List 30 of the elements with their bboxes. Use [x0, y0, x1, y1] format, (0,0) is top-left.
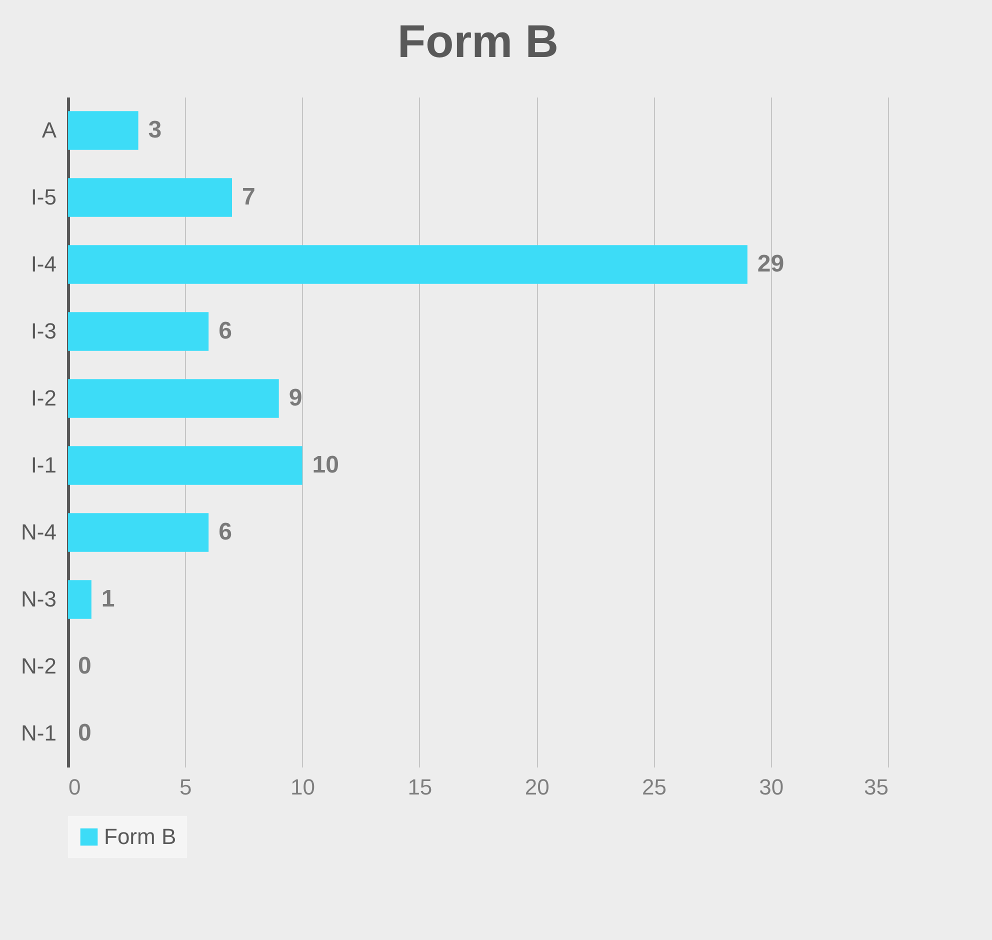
- y-tick-label: I-1: [30, 452, 56, 478]
- x-tick-label: 35: [864, 774, 888, 800]
- y-tick-label: I-2: [30, 386, 56, 410]
- chart-title: Form B: [398, 15, 558, 67]
- y-tick-label: N-3: [21, 586, 56, 612]
- data-label: 6: [218, 518, 232, 546]
- data-label: 0: [78, 652, 92, 680]
- data-label: 1: [101, 586, 115, 612]
- data-label: 10: [312, 452, 339, 478]
- data-label: 3: [148, 116, 162, 144]
- y-tick-label: N-2: [21, 654, 56, 678]
- x-tick-label: 25: [642, 774, 666, 800]
- y-tick-label: I-3: [30, 318, 56, 344]
- x-tick-label: 10: [290, 774, 316, 800]
- x-tick-label: 20: [524, 774, 550, 800]
- data-label: 9: [288, 384, 302, 412]
- x-tick-label: 5: [180, 774, 192, 800]
- y-tick-label: N-1: [21, 720, 56, 746]
- y-tick-label: A: [42, 118, 57, 142]
- x-tick-label: 15: [408, 774, 432, 800]
- y-tick-label: I-4: [30, 252, 56, 276]
- data-label: 29: [757, 250, 784, 278]
- y-tick-label: I-5: [30, 184, 56, 210]
- data-label: 6: [218, 318, 232, 344]
- legend-label: Form B: [104, 824, 176, 849]
- x-tick-label: 0: [68, 774, 81, 800]
- x-tick-label: 30: [759, 774, 784, 800]
- y-tick-label: N-4: [21, 520, 56, 544]
- data-label: 7: [242, 184, 256, 210]
- data-label: 0: [78, 720, 92, 746]
